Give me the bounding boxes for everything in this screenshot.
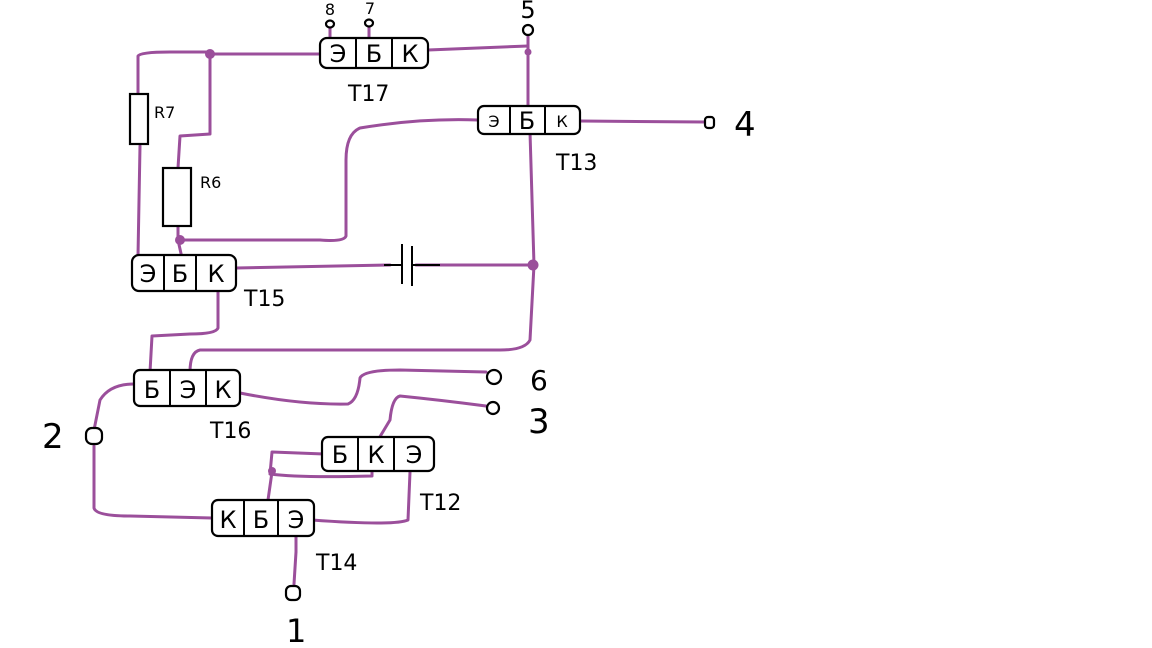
terminal-3: 3: [485, 400, 550, 442]
resistor-r7: R7: [128, 92, 175, 146]
resistor-label: R6: [200, 173, 221, 192]
wire-t16-collector: [238, 368, 488, 406]
wire-rail-5-lower: [188, 130, 536, 374]
terminal-label: 4: [734, 105, 756, 145]
transistor-pin-label: Э: [406, 441, 423, 469]
transistor-t15: Э Б К T15: [130, 253, 285, 312]
transistor-pin-label: К: [556, 112, 568, 131]
terminal-label: 2: [42, 417, 64, 457]
wire-node-r6: [176, 52, 212, 170]
wire-t14-emitter: [292, 532, 298, 586]
junction-dot: [268, 467, 276, 475]
wire-r7-top: [136, 50, 212, 98]
terminal-circle: [521, 23, 535, 37]
terminal-label: 6: [530, 364, 548, 397]
transistor-body: [476, 104, 582, 136]
wire-t15-cap: [234, 263, 392, 270]
transistor-label: T12: [419, 491, 461, 516]
transistor-pin-label: К: [219, 506, 236, 534]
transistor-pin-label: Э: [140, 260, 157, 288]
wire-t12-collector: [376, 394, 488, 442]
terminal-label: 5: [520, 0, 535, 24]
resistor-body: [128, 92, 150, 146]
transistor-label: T17: [347, 82, 389, 107]
wires: [92, 25, 707, 586]
junction-dot: [524, 48, 532, 56]
terminal-label: 3: [528, 402, 550, 442]
transistor-body: [130, 253, 238, 293]
terminal-circle: [284, 584, 302, 602]
transistor-t12: Б К Э T12: [320, 435, 461, 516]
wire-t14-collector: [92, 444, 214, 520]
transistor-body: [318, 36, 430, 70]
wire-t13-emitter: [178, 118, 480, 242]
wire-t16-base: [92, 382, 136, 432]
transistor-pin-label: К: [214, 376, 231, 404]
junction-dot: [205, 49, 215, 59]
terminal-circle: [84, 426, 104, 446]
terminal-2: 2: [42, 417, 104, 457]
transistor-pin-label: Э: [288, 506, 305, 534]
transistor-body: [320, 435, 436, 473]
transistor-label: T14: [315, 551, 357, 576]
transistor-pin-label: Э: [488, 112, 499, 131]
transistor-pin-label: Б: [366, 40, 382, 68]
wire-r7-bottom: [136, 144, 142, 258]
transistor-pin-label: Э: [330, 40, 347, 68]
terminal-label: 7: [365, 0, 375, 18]
terminal-1: 1: [284, 584, 306, 648]
wire-t17-collector: [426, 44, 530, 52]
terminal-5: 5: [520, 0, 536, 37]
resistor-label: R7: [154, 103, 175, 122]
terminal-circle: [703, 115, 716, 130]
terminal-circle: [485, 368, 503, 386]
transistor-pin-label: Б: [253, 506, 269, 534]
transistor-label: T15: [243, 287, 285, 312]
transistor-t14: К Б Э T14: [210, 498, 357, 576]
terminal-7: 7: [363, 0, 375, 28]
capacitor: [384, 244, 440, 286]
junction-dot: [527, 259, 539, 271]
transistor-pin-label: Э: [180, 376, 197, 404]
terminal-circle: [324, 19, 336, 29]
resistor-body: [161, 166, 193, 228]
terminal-6: 6: [485, 364, 548, 397]
wire-t14-base: [266, 470, 274, 502]
transistor-pin-label: Б: [519, 107, 535, 135]
terminal-8: 8: [324, 0, 336, 29]
terminal-circle: [363, 18, 375, 28]
terminal-circle: [485, 400, 501, 416]
transistor-label: T13: [555, 151, 597, 176]
transistor-body: [132, 368, 242, 408]
transistor-body: [210, 498, 316, 538]
terminal-label: 1: [286, 612, 306, 648]
terminal-4: 4: [703, 105, 756, 145]
junction-dot: [175, 235, 185, 245]
terminal-label: 8: [325, 0, 335, 19]
transistor-pin-label: Б: [144, 376, 160, 404]
junctions: [175, 48, 539, 475]
wire-t15-t16: [148, 290, 220, 374]
transistor-pin-label: Б: [172, 260, 188, 288]
wire-t12-emitter: [310, 470, 412, 525]
transistor-t13: Э Б К T13: [476, 104, 597, 176]
transistor-pin-label: К: [367, 441, 384, 469]
transistor-t17: Э Б К T17: [318, 36, 430, 107]
transistor-pin-label: Б: [332, 441, 348, 469]
transistor-pin-label: К: [401, 40, 418, 68]
transistor-t16: Б Э К T16: [132, 368, 251, 444]
transistor-label: T16: [209, 419, 251, 444]
transistor-pin-label: К: [207, 260, 224, 288]
wire-t13-collector: [578, 119, 707, 124]
resistor-r6: R6: [161, 166, 221, 228]
